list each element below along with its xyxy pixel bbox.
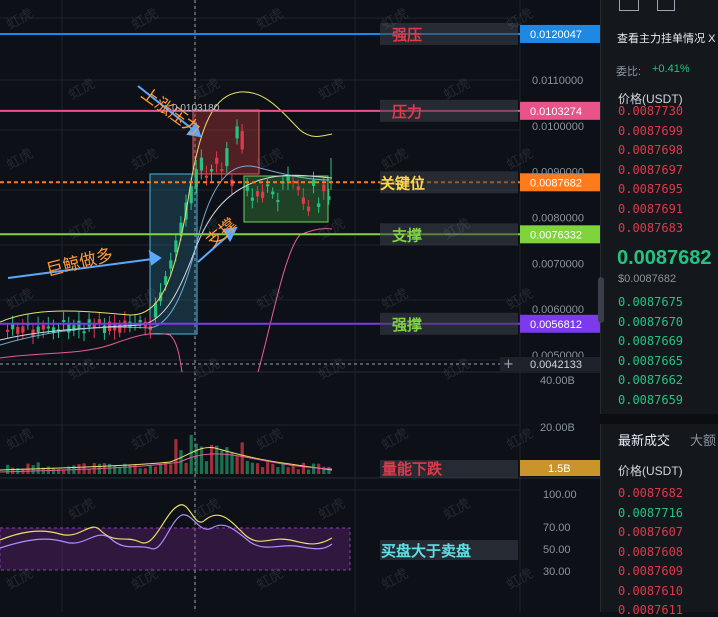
volume-last-label: 1.5B bbox=[548, 463, 571, 475]
level-name: 支撑 bbox=[391, 226, 422, 244]
cursor-price-label: 0.0042133 bbox=[530, 359, 582, 371]
bid-row[interactable]: 0.0087659 bbox=[618, 392, 684, 407]
level-label-bg bbox=[380, 22, 518, 45]
level-price: 0.0103274 bbox=[530, 106, 582, 118]
volume-ma2 bbox=[0, 453, 333, 473]
level-price: 0.0076332 bbox=[530, 229, 582, 241]
volume-bars bbox=[6, 434, 331, 474]
oscillator-tick: 30.00 bbox=[543, 566, 571, 578]
ask-row[interactable]: 0.0087698 bbox=[618, 143, 684, 157]
trade-row: 0.0087609 bbox=[618, 564, 684, 578]
oscillator-line-2 bbox=[0, 514, 333, 550]
price-levels bbox=[0, 32, 520, 325]
oscillator-tick: 70.00 bbox=[543, 522, 571, 534]
level-price-box bbox=[520, 24, 600, 43]
oscillator-line-1 bbox=[0, 504, 333, 545]
level-name: 压力 bbox=[392, 103, 422, 121]
trade-row: 0.0087682 bbox=[618, 486, 684, 500]
oscillator-band bbox=[0, 527, 351, 571]
price-tick-label: 0.0060000 bbox=[532, 304, 584, 316]
oscillator-tick: 100.00 bbox=[543, 489, 577, 501]
level-price: 0.0056812 bbox=[530, 319, 582, 331]
last-price: 0.0087682 bbox=[617, 247, 712, 269]
level-price-box bbox=[520, 101, 600, 120]
tab-large-trades[interactable]: 大额 bbox=[690, 433, 717, 448]
ask-row[interactable]: 0.0087699 bbox=[618, 123, 684, 138]
volume-axis: 40.00B 20.00B bbox=[540, 375, 575, 434]
level-label-bg bbox=[380, 171, 518, 194]
order-book-panel: 查看主力挂单情况 X bbox=[600, 0, 718, 612]
oscillator-label-box bbox=[380, 540, 518, 560]
peak-price-label: 0.0103180 bbox=[172, 103, 220, 114]
bid-row[interactable]: 0.0087669 bbox=[618, 334, 684, 348]
ask-row[interactable]: 0.0087683 bbox=[618, 221, 684, 235]
level-name: 关键位 bbox=[380, 174, 425, 192]
level-labels: 强压 0.0120047 压力 0.0103274 关键位 0.0087682 支撑 0.00… bbox=[380, 22, 600, 335]
level-price: 0.0087682 bbox=[530, 177, 582, 189]
volume-label-box bbox=[380, 460, 518, 478]
bollinger-upper bbox=[0, 91, 333, 323]
bid-row[interactable]: 0.0087675 bbox=[618, 295, 684, 309]
ma-line bbox=[0, 165, 331, 346]
price-tick-label: 0.0080000 bbox=[532, 213, 584, 225]
price-tick-label: 0.0070000 bbox=[532, 258, 584, 270]
close-icon[interactable]: X bbox=[708, 33, 716, 45]
level-label-bg bbox=[380, 223, 518, 246]
bollinger-lower bbox=[0, 228, 333, 373]
trade-row: 0.0087611 bbox=[618, 603, 684, 617]
level-name: 强压 bbox=[392, 26, 422, 44]
trade-row: 0.0087716 bbox=[618, 505, 684, 520]
last-price-usd: $0.0087682 bbox=[618, 273, 677, 285]
tab-latest-trades[interactable]: 最新成交 bbox=[618, 433, 671, 448]
trades-price-header: 价格(USDT) bbox=[618, 464, 683, 478]
ask-row[interactable]: 0.0087730 bbox=[618, 104, 684, 118]
bid-row[interactable]: 0.0087665 bbox=[618, 353, 684, 368]
trade-row: 0.0087610 bbox=[618, 583, 684, 598]
weibi-value: +0.41% bbox=[652, 63, 690, 75]
panel-separator bbox=[600, 414, 718, 424]
level-price: 0.0120047 bbox=[530, 29, 582, 41]
volume-tick: 20.00B bbox=[540, 422, 575, 434]
trade-row: 0.0087607 bbox=[618, 525, 684, 539]
volume-tick: 40.00B bbox=[540, 375, 575, 387]
cursor-plus-icon[interactable]: + bbox=[503, 357, 514, 372]
price-axis: 0.0110000 0.0100000 0.0090000 0.0080000 0.00… bbox=[532, 75, 584, 362]
annotation-arrows bbox=[7, 85, 238, 279]
ask-row[interactable]: 0.0087697 bbox=[618, 162, 684, 177]
level-label-bg bbox=[380, 312, 518, 335]
price-tick-label: 0.0110000 bbox=[532, 75, 583, 87]
price-tick-label: 0.0090000 bbox=[532, 167, 584, 179]
panel-title[interactable]: 查看主力挂单情况 X bbox=[617, 33, 716, 45]
volume-ma bbox=[0, 446, 333, 471]
volume-last-box bbox=[520, 460, 600, 476]
panel-scrollbar[interactable] bbox=[598, 277, 604, 323]
orderbook-price-header: 价格(USDT) bbox=[618, 92, 683, 106]
weibi-label: 委比: bbox=[616, 66, 642, 78]
volume-label: 量能下跌 bbox=[382, 460, 443, 478]
panel-top-controls bbox=[619, 0, 639, 11]
price-tick-label: 0.0100000 bbox=[532, 121, 584, 133]
oscillator-label: 买盘大于卖盘 bbox=[381, 542, 471, 560]
ask-row[interactable]: 0.0087695 bbox=[618, 182, 684, 196]
bid-row[interactable]: 0.0087670 bbox=[618, 314, 684, 329]
level-price-box bbox=[520, 225, 600, 244]
level-label-bg bbox=[380, 99, 518, 122]
trade-row: 0.0087608 bbox=[618, 544, 684, 559]
panel-top-controls-2 bbox=[657, 0, 675, 11]
level-price-box bbox=[520, 314, 600, 333]
ask-row[interactable]: 0.0087691 bbox=[618, 201, 684, 216]
oscillator-axis: 100.00 70.00 50.00 30.00 bbox=[543, 489, 577, 578]
level-price-box bbox=[520, 173, 600, 192]
level-name: 强撑 bbox=[392, 316, 422, 334]
bid-row[interactable]: 0.0087662 bbox=[618, 373, 684, 387]
cursor-price-box bbox=[500, 357, 600, 371]
oscillator-tick: 50.00 bbox=[543, 544, 571, 556]
